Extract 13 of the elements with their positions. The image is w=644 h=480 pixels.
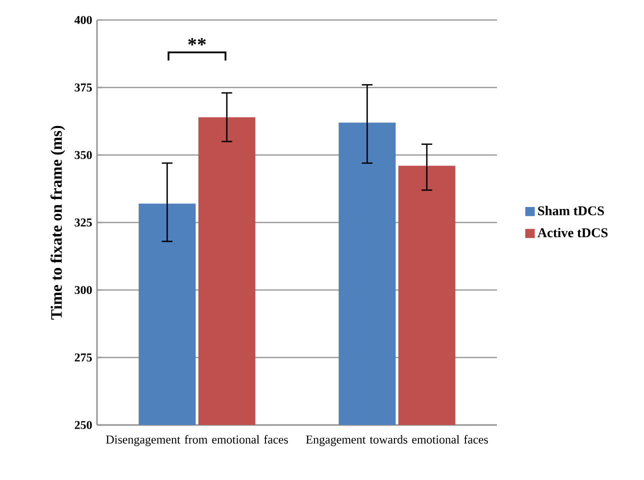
y-tick-label: 350 xyxy=(74,150,92,160)
y-tick-label: 325 xyxy=(74,218,92,227)
legend-label: Active tDCS xyxy=(538,228,608,238)
annotation: ** xyxy=(188,38,206,46)
y-tick-label: 375 xyxy=(74,83,92,92)
x-tick-label: Engagement towards emotional faces xyxy=(306,435,488,446)
legend-label: Sham tDCS xyxy=(538,206,604,216)
y-tick-label: 300 xyxy=(74,286,92,294)
x-tick-label: Disengagement from emotional faces xyxy=(106,435,288,446)
y-tick-label: 250 xyxy=(74,420,92,430)
y-tick-label: 275 xyxy=(74,353,92,362)
y-tick-label: 400 xyxy=(74,16,92,24)
y-axis-title: Time to fixate on frame (ms) xyxy=(50,126,66,320)
